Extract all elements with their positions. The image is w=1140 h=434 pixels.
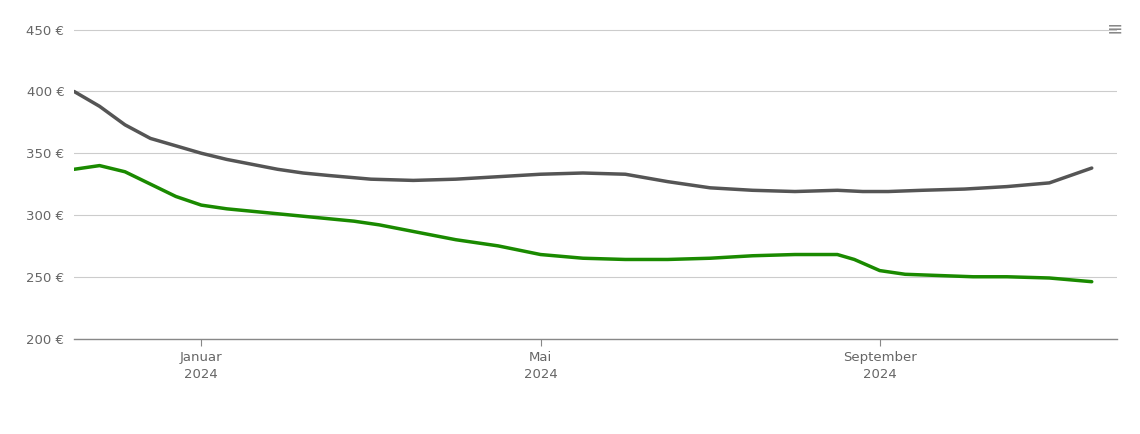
Sackware [321, 173, 335, 178]
lose Ware [491, 243, 505, 249]
lose Ware [169, 194, 182, 199]
Sackware [881, 189, 895, 194]
Sackware [619, 171, 633, 177]
lose Ware [661, 257, 675, 262]
Sackware [856, 189, 870, 194]
lose Ware [576, 256, 589, 261]
lose Ware [296, 214, 310, 219]
Sackware [245, 162, 259, 167]
Text: ≡: ≡ [1107, 20, 1123, 39]
Line: Sackware: Sackware [74, 92, 1092, 191]
Sackware [1085, 165, 1099, 171]
lose Ware [619, 257, 633, 262]
lose Ware [1085, 279, 1099, 284]
lose Ware [119, 169, 132, 174]
lose Ware [144, 181, 157, 187]
Sackware [92, 104, 106, 109]
lose Ware [873, 268, 887, 273]
Sackware [296, 171, 310, 176]
Sackware [195, 151, 209, 156]
Sackware [958, 187, 971, 192]
lose Ware [788, 252, 801, 257]
lose Ware [746, 253, 759, 258]
lose Ware [967, 274, 980, 279]
Sackware [915, 187, 929, 193]
Sackware [661, 179, 675, 184]
lose Ware [847, 257, 861, 262]
Sackware [449, 177, 463, 182]
lose Ware [347, 219, 360, 224]
lose Ware [703, 256, 717, 261]
lose Ware [195, 203, 209, 208]
lose Ware [423, 232, 437, 237]
Sackware [67, 89, 81, 94]
Sackware [703, 185, 717, 191]
Line: lose Ware: lose Ware [74, 166, 1092, 282]
lose Ware [449, 237, 463, 242]
lose Ware [831, 252, 845, 257]
Sackware [220, 157, 234, 162]
Sackware [576, 171, 589, 176]
lose Ware [321, 216, 335, 221]
lose Ware [1000, 274, 1013, 279]
Sackware [746, 187, 759, 193]
lose Ware [933, 273, 946, 278]
Sackware [491, 174, 505, 179]
lose Ware [271, 211, 285, 217]
lose Ware [245, 209, 259, 214]
Sackware [534, 171, 547, 177]
lose Ware [1042, 276, 1056, 281]
Sackware [831, 187, 845, 193]
Sackware [1000, 184, 1013, 189]
Sackware [407, 178, 421, 183]
lose Ware [67, 167, 81, 172]
Sackware [169, 143, 182, 148]
Sackware [1042, 180, 1056, 185]
lose Ware [373, 222, 386, 227]
lose Ware [220, 206, 234, 211]
lose Ware [92, 163, 106, 168]
Sackware [271, 167, 285, 172]
Sackware [144, 136, 157, 141]
lose Ware [398, 227, 412, 233]
Sackware [119, 122, 132, 128]
lose Ware [898, 272, 912, 277]
Sackware [364, 177, 377, 182]
lose Ware [534, 252, 547, 257]
Sackware [788, 189, 801, 194]
